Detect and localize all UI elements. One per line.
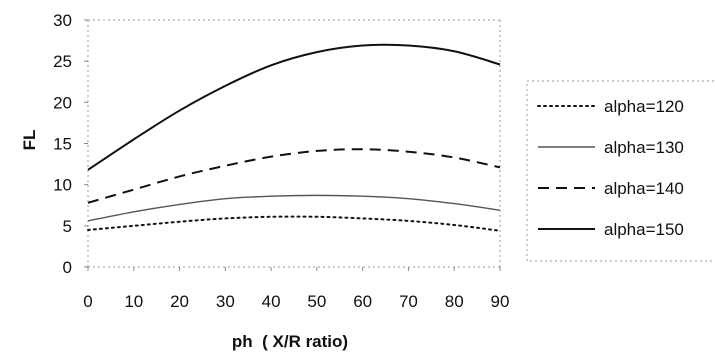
axes: 0 5 10 15 20 25 30 0 10 20 30 40 50 60 70 80 90: [53, 11, 509, 311]
x-tick-label: 10: [124, 292, 143, 311]
x-tick-label: 0: [83, 292, 92, 311]
series-line-3: [88, 149, 500, 203]
x-tick-label: 30: [216, 292, 235, 311]
legend: alpha=120 alpha=130 alpha=140 alpha=150: [527, 81, 715, 261]
y-tick-label: 25: [53, 52, 72, 71]
legend-label-1: alpha=120: [604, 97, 684, 116]
y-tick-label: 30: [53, 11, 72, 30]
y-tick-label: 0: [63, 258, 72, 277]
x-tick-label: 70: [399, 292, 418, 311]
x-tick-label: 50: [307, 292, 326, 311]
legend-label-4: alpha=150: [604, 220, 684, 239]
legend-label-3: alpha=140: [604, 179, 684, 198]
x-tick-label: 90: [491, 292, 510, 311]
x-tick-label: 60: [353, 292, 372, 311]
y-tick-label: 15: [53, 135, 72, 154]
legend-label-2: alpha=130: [604, 138, 684, 157]
series-lines: [88, 45, 500, 231]
series-line-1: [88, 217, 500, 231]
x-tick-label: 40: [262, 292, 281, 311]
y-axis-label: FL: [20, 130, 39, 151]
y-tick-label: 5: [63, 217, 72, 236]
x-tick-label: 80: [445, 292, 464, 311]
y-tick-label: 20: [53, 93, 72, 112]
series-line-4: [88, 45, 500, 170]
y-tick-label: 10: [53, 176, 72, 195]
x-axis-label: ph ( X/R ratio): [232, 332, 348, 351]
x-tick-label: 20: [170, 292, 189, 311]
